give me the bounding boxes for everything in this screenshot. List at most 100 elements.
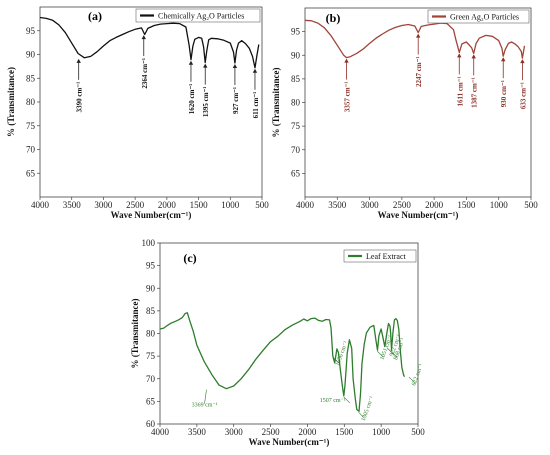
peak-label: 930 cm⁻¹ <box>500 80 508 107</box>
plot-frame <box>39 6 263 198</box>
peak-arrow <box>358 412 365 419</box>
peak-label: 633 cm⁻¹ <box>519 82 527 109</box>
peak-annotation: 633 cm⁻¹ <box>519 59 527 109</box>
peak-arrow <box>390 351 398 358</box>
peak-annotation: 927 cm⁻¹ <box>232 64 240 114</box>
x-tick-label: 2500 <box>262 427 281 437</box>
y-tick-label: 95 <box>146 261 156 271</box>
peak-annotation: 1395 cm⁻¹ <box>202 63 210 117</box>
peak-arrowhead <box>188 60 194 65</box>
x-tick-label: 3500 <box>328 200 347 210</box>
peak-arrow <box>343 396 350 404</box>
chart-panel-b: 4000 3500 3000 2500 2000 1500 1000 500 65 70 75 80 8… <box>271 7 538 220</box>
peak-label: 611 cm⁻¹ <box>252 92 260 119</box>
panel-label: (c) <box>183 251 196 265</box>
peak-arrowhead <box>252 68 258 73</box>
peak-arrowhead <box>501 57 506 62</box>
peak-annotation: 3369 cm⁻¹ <box>192 389 218 409</box>
peak-label: 2247 cm⁻¹ <box>415 57 423 87</box>
peak-label: 1305 cm⁻¹ <box>361 396 376 422</box>
peak-arrowhead <box>203 63 208 68</box>
legend-label: Chemically Ag₂O Particles <box>158 12 244 21</box>
legend-label: Leaf Extract <box>366 252 407 261</box>
peak-annotation: 2364 cm⁻¹ <box>141 35 149 89</box>
x-axis-label: Wave Number(cm⁻¹) <box>249 437 330 447</box>
x-tick-label: 3500 <box>188 427 207 437</box>
series-line <box>159 312 406 412</box>
peak-label: 1395 cm⁻¹ <box>202 87 210 117</box>
y-tick-label: 90 <box>26 50 36 60</box>
series-line <box>304 19 526 59</box>
peak-annotation: 3357 cm⁻¹ <box>344 58 352 112</box>
y-tick-label: 85 <box>146 306 156 316</box>
peak-arrow <box>408 376 416 384</box>
peak-arrowhead <box>344 58 349 63</box>
y-tick-label: 70 <box>291 145 301 155</box>
peak-annotation: 3390 cm⁻¹ <box>76 58 84 112</box>
y-tick-label: 75 <box>26 121 36 131</box>
y-tick-label: 65 <box>146 396 156 406</box>
legend: Green Ag₂O Particles <box>427 9 530 24</box>
x-tick-label: 1000 <box>372 427 391 437</box>
peak-annotation: 1620 cm⁻¹ <box>188 60 196 114</box>
peak-arrowhead <box>232 64 238 69</box>
peak-arrowhead <box>76 58 81 63</box>
peak-label: 3357 cm⁻¹ <box>344 82 352 112</box>
y-tick-label: 70 <box>26 145 36 155</box>
y-tick-label: 80 <box>146 329 156 339</box>
x-tick-label: 500 <box>524 200 538 210</box>
peak-annotation: 1387 cm⁻¹ <box>471 54 479 108</box>
y-tick-label: 60 <box>146 419 156 429</box>
peak-annotation: 1305 cm⁻¹ <box>358 396 376 422</box>
x-tick-label: 3000 <box>361 200 380 210</box>
y-tick-label: 95 <box>291 27 301 37</box>
x-axis-label: Wave Number(cm⁻¹) <box>111 210 192 220</box>
peak-arrowhead <box>457 53 462 58</box>
peak-annotation: 1611 cm⁻¹ <box>456 53 464 107</box>
peak-arrowhead <box>471 54 476 59</box>
x-tick-label: 2000 <box>425 200 444 210</box>
x-axis-label: Wave Number(cm⁻¹) <box>378 210 459 220</box>
legend-box <box>427 9 530 24</box>
y-tick-label: 90 <box>146 283 156 293</box>
x-tick-label: 3000 <box>225 427 244 437</box>
y-tick-label: 80 <box>291 98 301 108</box>
x-tick-label: 3000 <box>94 200 113 210</box>
y-tick-label: 85 <box>26 73 36 83</box>
x-tick-label: 4000 <box>151 427 170 437</box>
y-axis-label: % (Transmitance) <box>271 67 281 137</box>
y-tick-label: 65 <box>291 168 301 178</box>
peak-arrow <box>204 389 207 404</box>
y-tick-label: 95 <box>26 26 36 36</box>
panel-label: (a) <box>88 9 102 23</box>
peak-label: 1507 cm⁻¹ <box>320 398 346 404</box>
x-tick-label: 1500 <box>457 200 476 210</box>
y-tick-label: 65 <box>26 168 36 178</box>
legend: Chemically Ag₂O Particles <box>135 8 261 23</box>
peak-label: 1620 cm⁻¹ <box>188 84 196 114</box>
x-tick-label: 2500 <box>126 200 145 210</box>
legend-box <box>135 8 261 23</box>
legend-label: Green Ag₂O Particles <box>450 13 519 22</box>
panel-label: (b) <box>326 11 341 25</box>
peak-annotation: 1507 cm⁻¹ <box>320 396 350 404</box>
y-tick-label: 75 <box>146 351 156 361</box>
x-tick-label: 4000 <box>296 200 315 210</box>
x-tick-label: 500 <box>255 200 269 210</box>
x-tick-label: 500 <box>411 427 425 437</box>
peak-annotation: 930 cm⁻¹ <box>500 57 508 107</box>
peak-label: 3390 cm⁻¹ <box>76 82 84 112</box>
y-axis-label: % (Transmitance) <box>6 67 16 137</box>
x-tick-label: 2000 <box>158 200 177 210</box>
peak-arrow <box>332 356 339 364</box>
peak-label: 2364 cm⁻¹ <box>141 58 149 88</box>
chart-panel-c: 4000 3500 3000 2500 2000 1500 1000 500 60 65 70 75 8… <box>130 238 425 447</box>
y-tick-label: 100 <box>142 238 156 248</box>
legend-box <box>343 249 417 263</box>
y-tick-label: 70 <box>146 374 156 384</box>
y-axis-label: % (Transmitance) <box>130 298 140 368</box>
peak-annotation: 622 cm⁻¹ <box>408 363 425 387</box>
peak-label: 1611 cm⁻¹ <box>456 76 464 106</box>
peak-label: 1387 cm⁻¹ <box>471 77 479 107</box>
